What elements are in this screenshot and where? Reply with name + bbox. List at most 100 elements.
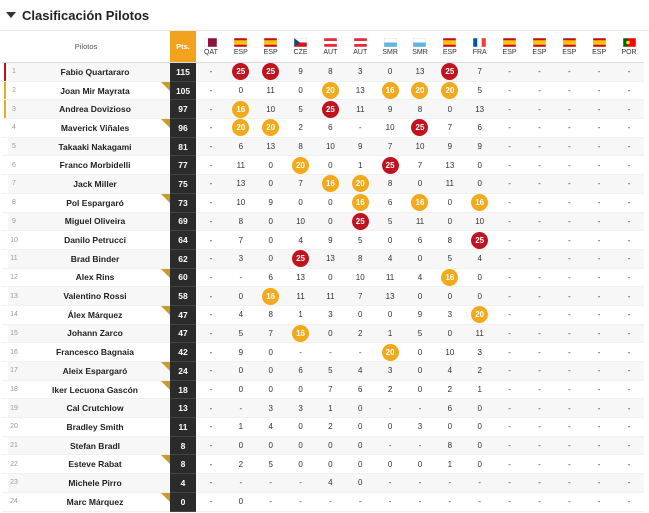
table-row[interactable]: 20 Bradley Smith 11-1 4 0 2 0 0 3 0 0- - - - - xyxy=(2,417,644,437)
race-result: 0 xyxy=(405,361,435,381)
table-row[interactable]: 21 Stefan Bradl 8-0 0 0 0 0- -8 0- - - - - xyxy=(2,436,644,456)
race-result: 25 xyxy=(345,212,376,232)
rider-name[interactable]: Marc Márquez xyxy=(20,492,171,512)
race-result: 0 xyxy=(225,492,256,512)
race-result: 2 xyxy=(285,118,316,138)
rider-name[interactable]: Danilo Petrucci xyxy=(20,230,171,250)
rider-name[interactable]: Maverick Viñales xyxy=(20,118,171,138)
table-row[interactable]: 16 Francesco Bagnaia 42-9 0- - -20 0 10 3- - - - - xyxy=(2,342,644,362)
table-row[interactable]: 18 Iker Lecuona Gascón 18-0 0 0 7 6 2 0 2 1- - - - - xyxy=(2,380,644,400)
race-result: 0 xyxy=(255,361,286,381)
rider-name[interactable]: Esteve Rabat xyxy=(20,454,171,475)
table-row[interactable]: 13 Valentino Rossi 58-0 16 11 11 7 13 0 0 0- - - - - xyxy=(2,286,644,306)
table-row[interactable]: 14 Álex Márquez 47-4 8 1 3 0 0 9 3 20- - - - - xyxy=(2,305,644,325)
race-result: 6 xyxy=(345,380,376,400)
table-row[interactable]: 15 Johann Zarco 47-5 7 16 0 2 1 5 0 11- - - - - xyxy=(2,324,644,344)
race-result: - xyxy=(554,155,585,176)
race-result: - xyxy=(494,324,525,344)
race-result: 5 xyxy=(434,249,465,269)
column-header-points[interactable]: Pts. xyxy=(170,31,197,63)
rider-name[interactable]: Valentino Rossi xyxy=(20,286,171,306)
rider-name[interactable]: Joan Mir Mayrata xyxy=(20,81,171,101)
table-row[interactable]: 24 Marc Márquez 0-0- - - - - - - - - - - - - xyxy=(2,492,644,512)
race-column-header[interactable]: POR xyxy=(614,31,644,63)
race-column-header[interactable]: CZE xyxy=(285,31,316,63)
race-result: - xyxy=(614,212,644,232)
race-result: - xyxy=(375,473,406,493)
race-column-header[interactable]: AUT xyxy=(315,31,346,63)
table-row[interactable]: 22 Esteve Rabat 8-2 5 0 0 0 0 0 1 0- - - - - xyxy=(2,454,644,475)
table-row[interactable]: 6 Franco Morbidelli 77-11 0 20 0 1 25 7 13 0- - - - - xyxy=(2,155,644,176)
race-result: 20 xyxy=(375,342,406,362)
race-result: 0 xyxy=(434,286,465,306)
race-result: 7 xyxy=(285,174,316,194)
table-row[interactable]: 8 Pol Espargaró 73-10 9 0 0 16 6 16 0 16- - - - - xyxy=(2,193,644,213)
standings-header[interactable]: Clasificación Pilotos xyxy=(0,0,649,31)
rider-name[interactable]: Takaaki Nakagami xyxy=(20,137,171,157)
column-header-pilotos[interactable]: Pilotos xyxy=(2,31,171,63)
rider-name[interactable]: Fabio Quartararo xyxy=(20,62,171,82)
race-result: - xyxy=(614,137,644,157)
table-row[interactable]: 7 Jack Miller 75-13 0 7 16 20 8 0 11 0- - - - - xyxy=(2,174,644,194)
rider-name[interactable]: Bradley Smith xyxy=(20,417,171,437)
rider-name[interactable]: Brad Binder xyxy=(20,249,171,269)
race-column-header[interactable]: ESP xyxy=(524,31,555,63)
table-row[interactable]: 17 Aleix Espargaró 24-0 0 6 5 4 3 0 4 2- - - - - xyxy=(2,361,644,381)
rider-name[interactable]: Johann Zarco xyxy=(20,324,171,344)
position-number: 9 xyxy=(8,212,20,232)
podium-badge: 16 xyxy=(441,268,459,286)
race-result: 10 xyxy=(315,137,346,157)
race-result: 0 xyxy=(345,454,376,475)
table-row[interactable]: 23 Michele Pirro 4- - - -4 0- - - - - - - - - xyxy=(2,473,644,493)
race-result: 8 xyxy=(285,137,316,157)
rider-name[interactable]: Franco Morbidelli xyxy=(20,155,171,176)
race-result: 25 xyxy=(375,155,406,176)
table-row[interactable]: 10 Danilo Petrucci 64-7 0 4 9 5 0 6 8 25- - - - - xyxy=(2,230,644,250)
table-row[interactable]: 3 Andrea Dovizioso 97-16 10 5 25 11 9 8 0 13- - - - - xyxy=(2,99,644,120)
rider-name[interactable]: Álex Márquez xyxy=(20,305,171,325)
race-result: 0 xyxy=(315,212,346,232)
position-number: 24 xyxy=(8,492,20,512)
table-row[interactable]: 5 Takaaki Nakagami 81-6 13 8 10 9 7 10 9 9- - - - - xyxy=(2,137,644,157)
race-result: - xyxy=(584,398,615,419)
race-column-header[interactable]: ESP xyxy=(255,31,286,63)
table-row[interactable]: 12 Alex Rins 60- -6 13 0 10 11 4 16 0- - - - - xyxy=(2,268,644,288)
rider-name[interactable]: Michele Pirro xyxy=(20,473,171,493)
table-row[interactable]: 19 Cal Crutchlow 13- -3 3 1 0- -6 0- - - - - xyxy=(2,398,644,419)
race-result: - xyxy=(464,473,495,493)
table-row[interactable]: 9 Miguel Oliveira 69-8 0 10 0 25 5 11 0 10- - - - - xyxy=(2,212,644,232)
race-result: 10 xyxy=(434,342,465,362)
race-result: - xyxy=(584,342,615,362)
race-result: 6 xyxy=(405,230,435,250)
table-row[interactable]: 2 Joan Mir Mayrata 105-0 11 0 20 13 16 20 20 5- - - -… xyxy=(2,81,644,101)
race-result: 20 xyxy=(434,81,465,101)
race-column-header[interactable]: ESP xyxy=(434,31,465,63)
race-column-header[interactable]: QAT xyxy=(196,31,226,63)
rider-name[interactable]: Francesco Bagnaia xyxy=(20,342,171,362)
race-column-header[interactable]: SMR xyxy=(405,31,435,63)
table-row[interactable]: 1 Fabio Quartararo 115-25 25 9 8 3 0 13 25 7- - - - - xyxy=(2,62,644,82)
table-row[interactable]: 4 Maverick Viñales 96-20 20 2 6-10 25 7 6- - - - - xyxy=(2,118,644,138)
rider-name[interactable]: Pol Espargaró xyxy=(20,193,171,213)
rider-name[interactable]: Iker Lecuona Gascón xyxy=(20,380,171,400)
chevron-down-icon[interactable] xyxy=(6,12,16,18)
table-row[interactable]: 11 Brad Binder 62-3 0 25 13 8 4 0 5 4- - - - - xyxy=(2,249,644,269)
rider-name[interactable]: Cal Crutchlow xyxy=(20,398,171,419)
rider-name[interactable]: Miguel Oliveira xyxy=(20,212,171,232)
race-result: 16 xyxy=(225,99,256,120)
rider-name[interactable]: Alex Rins xyxy=(20,268,171,288)
race-column-header[interactable]: ESP xyxy=(225,31,256,63)
race-column-header[interactable]: ESP xyxy=(494,31,525,63)
race-result: 0 xyxy=(434,417,465,437)
race-column-header[interactable]: SMR xyxy=(375,31,406,63)
race-column-header[interactable]: ESP xyxy=(554,31,585,63)
rider-name[interactable]: Jack Miller xyxy=(20,174,171,194)
race-column-header[interactable]: FRA xyxy=(464,31,495,63)
rider-name[interactable]: Stefan Bradl xyxy=(20,436,171,456)
race-column-header[interactable]: ESP xyxy=(584,31,615,63)
race-result: - xyxy=(196,81,226,101)
race-column-header[interactable]: AUT xyxy=(345,31,376,63)
rider-name[interactable]: Aleix Espargaró xyxy=(20,361,171,381)
race-code: SMR xyxy=(382,48,398,56)
rider-name[interactable]: Andrea Dovizioso xyxy=(20,99,171,120)
